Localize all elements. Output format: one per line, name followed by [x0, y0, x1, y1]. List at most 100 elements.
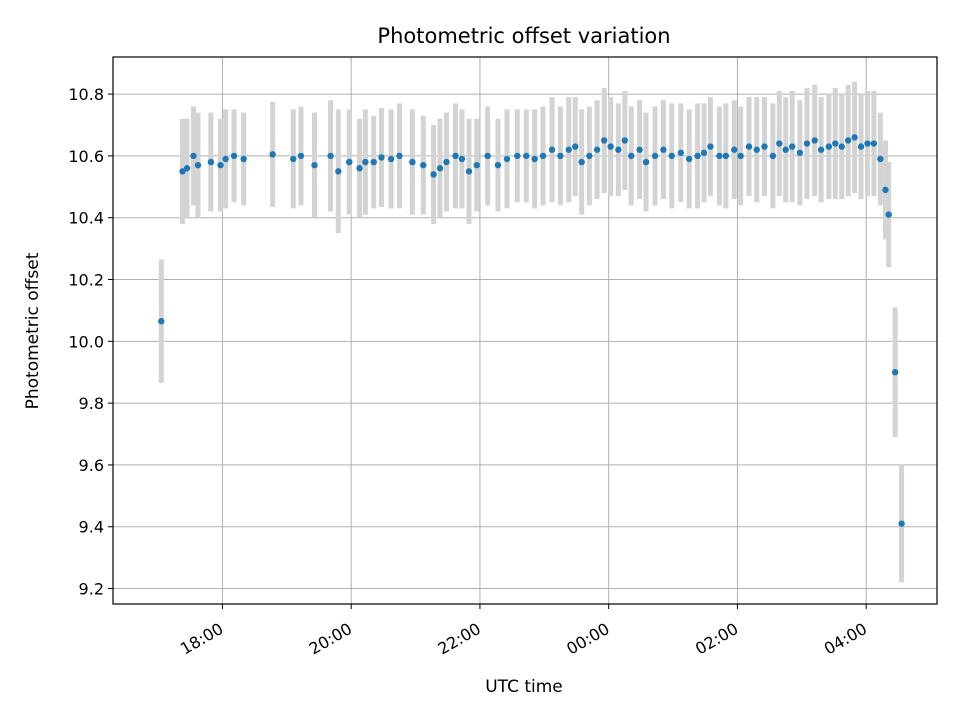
- data-point: [817, 146, 825, 153]
- data-point: [207, 158, 215, 166]
- y-tick-label: 10.6: [68, 147, 104, 166]
- data-point: [642, 158, 650, 166]
- data-point: [217, 161, 224, 169]
- data-point: [651, 152, 659, 160]
- data-point: [660, 146, 667, 153]
- data-point: [430, 171, 437, 178]
- data-point: [722, 152, 730, 160]
- data-point: [857, 143, 865, 150]
- y-tick-label: 9.6: [79, 456, 104, 475]
- data-point: [707, 143, 714, 150]
- data-point: [346, 158, 353, 166]
- data-point: [443, 158, 450, 166]
- data-point: [668, 152, 675, 160]
- data-point: [788, 143, 796, 150]
- data-point: [870, 140, 878, 147]
- data-point: [811, 137, 818, 144]
- data-point: [335, 168, 342, 175]
- data-point: [593, 146, 601, 153]
- data-point: [269, 151, 276, 158]
- data-point: [240, 155, 247, 163]
- data-point: [290, 155, 297, 163]
- data-point: [776, 140, 783, 147]
- data-point: [636, 146, 643, 153]
- data-point: [327, 152, 334, 160]
- data-point: [572, 143, 579, 150]
- data-point: [700, 149, 708, 157]
- data-point: [396, 152, 403, 160]
- data-point: [694, 152, 701, 160]
- y-tick-label: 9.8: [79, 394, 104, 413]
- data-point: [844, 137, 852, 144]
- data-point: [557, 152, 564, 160]
- data-point: [465, 168, 473, 175]
- data-point: [832, 140, 839, 147]
- data-point: [179, 168, 186, 175]
- data-point: [183, 165, 191, 172]
- y-tick-label: 10.4: [68, 209, 104, 228]
- data-point: [190, 152, 197, 160]
- x-axis-title: UTC time: [485, 677, 563, 697]
- data-point: [420, 161, 427, 169]
- data-point: [548, 146, 556, 153]
- data-point: [864, 140, 871, 147]
- data-point: [898, 520, 905, 527]
- data-point: [539, 152, 547, 160]
- data-point: [737, 152, 744, 160]
- y-tick-label: 10.2: [68, 271, 104, 290]
- data-point: [796, 149, 804, 157]
- data-point: [409, 158, 416, 166]
- data-point: [677, 149, 684, 157]
- chart-title: Photometric offset variation: [377, 24, 670, 48]
- data-point: [484, 152, 491, 160]
- data-point: [158, 318, 165, 325]
- y-axis-title: Photometric offset: [23, 252, 43, 409]
- data-point: [838, 143, 845, 150]
- data-point: [297, 152, 305, 160]
- data-point: [628, 152, 635, 160]
- data-point: [370, 158, 377, 166]
- data-point: [851, 134, 858, 141]
- plot-frame: [112, 56, 938, 605]
- data-point: [356, 165, 363, 172]
- data-point: [761, 143, 768, 150]
- data-point: [503, 155, 511, 163]
- data-point: [586, 152, 593, 160]
- data-point: [782, 146, 789, 153]
- y-axis-ticks: 9.2 9.4 9.6 9.8 10.0 10.2 10.4 10.6 10.8: [68, 85, 113, 599]
- data-point: [387, 155, 395, 163]
- data-point: [194, 161, 202, 169]
- data-point: [716, 152, 723, 160]
- data-point: [452, 152, 459, 160]
- data-point: [436, 165, 444, 172]
- data-point: [885, 211, 892, 218]
- data-point: [877, 155, 884, 163]
- data-point: [222, 155, 229, 163]
- data-point: [523, 152, 530, 160]
- data-point: [600, 137, 608, 144]
- y-tick-label: 9.2: [79, 580, 104, 599]
- data-points: [158, 134, 905, 527]
- data-point: [565, 146, 572, 153]
- data-point: [825, 143, 833, 150]
- data-point: [753, 146, 760, 153]
- data-point: [578, 158, 585, 166]
- data-point: [230, 152, 238, 160]
- data-point: [882, 186, 889, 194]
- data-point: [494, 161, 502, 169]
- y-tick-label: 9.4: [79, 518, 104, 537]
- y-tick-label: 10.0: [68, 332, 104, 351]
- data-point: [531, 155, 538, 163]
- data-point: [607, 143, 614, 150]
- data-point: [769, 152, 777, 160]
- data-point: [378, 154, 385, 161]
- data-point: [458, 155, 466, 163]
- data-point: [362, 158, 369, 166]
- data-point: [514, 152, 521, 160]
- data-point: [685, 155, 693, 163]
- data-point: [745, 143, 753, 150]
- data-point: [311, 161, 318, 169]
- data-point: [731, 146, 738, 153]
- data-point: [891, 369, 899, 376]
